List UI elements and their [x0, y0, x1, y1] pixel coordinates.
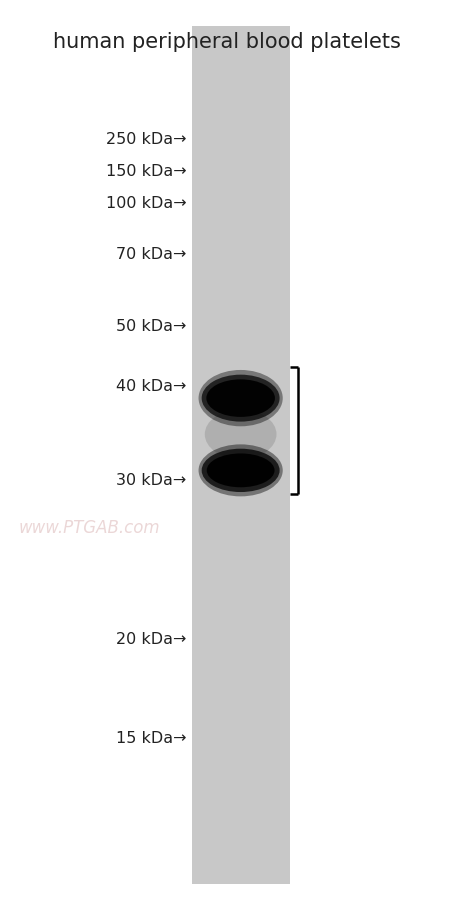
Text: 70 kDa→: 70 kDa→: [116, 247, 186, 262]
Text: 20 kDa→: 20 kDa→: [116, 631, 186, 646]
Text: 150 kDa→: 150 kDa→: [106, 164, 186, 179]
Text: 100 kDa→: 100 kDa→: [106, 196, 186, 210]
Ellipse shape: [198, 371, 283, 427]
Text: human peripheral blood platelets: human peripheral blood platelets: [54, 32, 401, 51]
Text: 15 kDa→: 15 kDa→: [116, 731, 186, 745]
Ellipse shape: [202, 449, 279, 492]
Text: 50 kDa→: 50 kDa→: [116, 319, 186, 334]
Text: www.PTGAB.com: www.PTGAB.com: [18, 519, 160, 537]
Ellipse shape: [207, 380, 275, 418]
Text: 40 kDa→: 40 kDa→: [116, 379, 186, 393]
Ellipse shape: [202, 375, 279, 422]
Bar: [192, 27, 290, 884]
Ellipse shape: [207, 454, 274, 488]
Ellipse shape: [198, 445, 283, 497]
Text: 30 kDa→: 30 kDa→: [116, 473, 186, 487]
Ellipse shape: [205, 410, 276, 460]
Text: 250 kDa→: 250 kDa→: [106, 133, 186, 147]
